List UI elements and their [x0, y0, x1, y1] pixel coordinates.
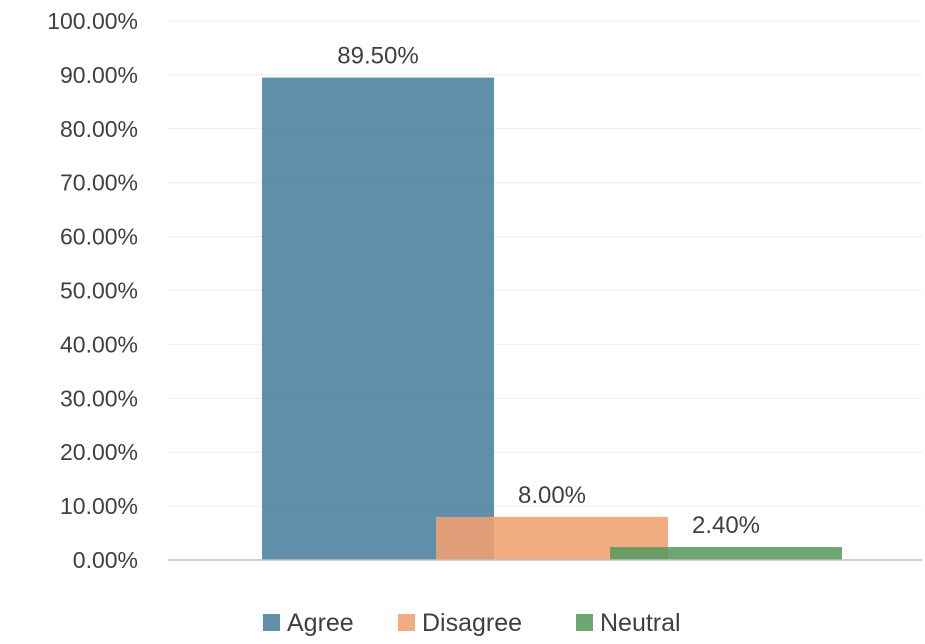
y-tick-label: 90.00%	[60, 62, 138, 88]
y-tick-label: 10.00%	[60, 493, 138, 519]
y-tick-label: 50.00%	[60, 278, 138, 304]
y-tick-label: 70.00%	[60, 170, 138, 196]
bar-neutral	[610, 547, 842, 560]
y-axis-ticks: 0.00% 10.00% 20.00% 30.00% 40.00% 50.00% 60.00…	[47, 8, 138, 573]
y-tick-label: 30.00%	[60, 385, 138, 411]
legend-label-disagree: Disagree	[422, 609, 522, 637]
bars	[262, 77, 842, 560]
data-label-agree: 89.50%	[337, 43, 418, 70]
bar-agree	[262, 77, 494, 560]
legend-swatch-disagree	[398, 614, 415, 631]
y-tick-label: 100.00%	[47, 8, 138, 34]
y-tick-label: 20.00%	[60, 439, 138, 465]
data-labels: 89.50% 8.00% 2.40%	[337, 43, 760, 539]
y-tick-label: 0.00%	[73, 547, 138, 573]
legend-label-agree: Agree	[287, 609, 354, 637]
legend: Agree Disagree Neutral	[263, 609, 681, 637]
legend-swatch-neutral	[576, 614, 593, 631]
y-tick-label: 60.00%	[60, 224, 138, 250]
y-tick-label: 40.00%	[60, 331, 138, 357]
y-tick-label: 80.00%	[60, 116, 138, 142]
legend-swatch-agree	[263, 614, 280, 631]
data-label-neutral: 2.40%	[692, 512, 760, 539]
data-label-disagree: 8.00%	[518, 482, 586, 509]
legend-label-neutral: Neutral	[600, 609, 681, 637]
